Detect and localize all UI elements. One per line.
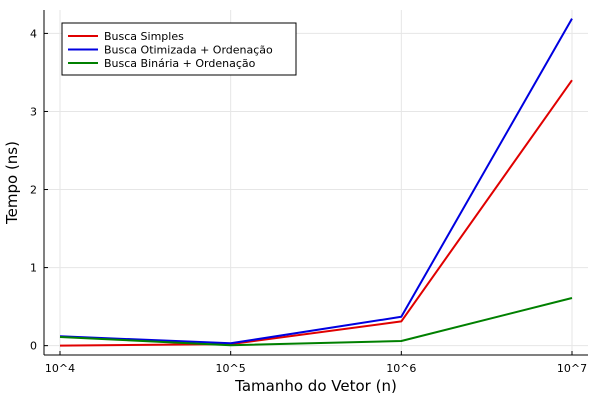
legend-label: Busca Otimizada + Ordenação bbox=[104, 44, 273, 57]
x-tick-label: 10^6 bbox=[386, 362, 416, 375]
x-tick-label: 10^4 bbox=[45, 362, 75, 375]
series-line bbox=[59, 297, 573, 347]
y-grid bbox=[44, 32, 588, 347]
legend-label: Busca Binária + Ordenação bbox=[104, 57, 256, 70]
y-tick-label: 4 bbox=[30, 27, 37, 40]
y-tick-label: 0 bbox=[30, 340, 37, 353]
x-tick-label: 10^5 bbox=[216, 362, 246, 375]
x-axis-title: Tamanho do Vetor (n) bbox=[234, 377, 397, 395]
legend-label: Busca Simples bbox=[104, 30, 184, 43]
y-tick-label: 1 bbox=[30, 262, 37, 275]
legend-box bbox=[61, 22, 297, 76]
x-ticks: 10^4 10^5 10^6 10^7 bbox=[45, 351, 587, 375]
x-tick-label: 10^7 bbox=[557, 362, 587, 375]
series-line bbox=[59, 79, 573, 347]
y-axis-title: Tempo (ns) bbox=[3, 141, 21, 225]
y-tick-label: 3 bbox=[30, 105, 37, 118]
series-line bbox=[59, 18, 573, 345]
y-tick-label: 2 bbox=[30, 184, 37, 197]
series-lines bbox=[59, 18, 573, 347]
y-ticks: 0 1 2 3 4 bbox=[30, 27, 48, 353]
